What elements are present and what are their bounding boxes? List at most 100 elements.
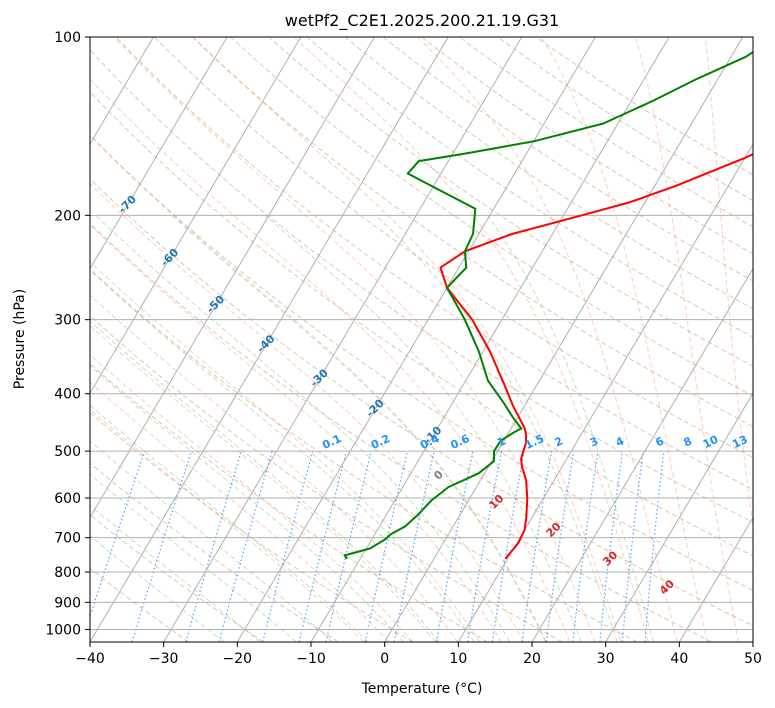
dry-adiabat-line xyxy=(90,412,414,642)
x-tick-label: −40 xyxy=(75,651,105,667)
moist-adiabat-line xyxy=(90,473,297,642)
moist-adiabat-line xyxy=(375,214,618,642)
mixing-ratio-line xyxy=(364,450,409,642)
mixing-ratio-line xyxy=(521,450,553,642)
isotherm-line xyxy=(90,37,375,519)
mixing-ratio-line xyxy=(393,450,435,642)
moist-adiabat-line xyxy=(171,214,546,642)
dry-adiabat-line xyxy=(306,37,753,338)
isotherm-line xyxy=(531,267,753,642)
moist-adiabat-line xyxy=(90,269,475,642)
y-tick-label: 500 xyxy=(54,444,81,460)
theta-e-line xyxy=(90,408,365,642)
dry-adiabat-line xyxy=(90,91,753,557)
moist-adiabat-line xyxy=(90,404,369,642)
y-tick-label: 400 xyxy=(54,387,81,403)
isotherm-line xyxy=(90,37,449,642)
y-tick-label: 600 xyxy=(54,491,81,507)
mixing-ratio-line xyxy=(572,451,599,642)
isotherm-line xyxy=(163,37,523,642)
mixing-ratio-line xyxy=(325,450,372,642)
theta-e-line xyxy=(704,37,753,530)
theta-e-line xyxy=(540,37,708,642)
y-tick-label: 1000 xyxy=(45,622,81,638)
y-tick-label: 200 xyxy=(54,208,81,224)
theta-e-line xyxy=(293,37,649,642)
isotherm-line xyxy=(90,37,302,395)
x-axis: −40 −30 −20 −10 0 10 20 30 40 50 xyxy=(75,642,762,667)
x-tick-label: −20 xyxy=(223,651,253,667)
dry-adiabat-line xyxy=(90,178,753,627)
theta-e-line xyxy=(192,37,622,642)
moist-adiabat-line xyxy=(90,535,225,642)
x-tick-label: 30 xyxy=(597,651,615,667)
isotherm-line xyxy=(605,392,753,642)
y-tick-label: 800 xyxy=(54,565,81,581)
y-tick-label: 900 xyxy=(54,595,81,611)
theta-e-line xyxy=(90,324,436,642)
x-axis-title: Temperature (°C) xyxy=(361,681,483,697)
mixing-ratio-label: 13 xyxy=(730,433,749,451)
dry-adiabat-line xyxy=(90,49,753,523)
temperature-profile-line xyxy=(439,153,753,560)
plot-frame xyxy=(89,36,754,643)
dry-adiabat-line xyxy=(90,462,339,642)
theta-e-line xyxy=(90,381,390,642)
theta-e-line xyxy=(90,294,459,642)
dry-adiabat-line xyxy=(230,37,753,397)
isotherm-line xyxy=(384,37,744,642)
dry-adiabat-line xyxy=(268,37,753,367)
dewpoint-profile-line xyxy=(343,50,753,560)
mixing-ratio-line xyxy=(491,450,525,642)
y-tick-label: 300 xyxy=(54,313,81,329)
y-axis: 100 200 300 400 500 600 700 800 900 1000 xyxy=(45,30,90,638)
theta-e-line xyxy=(90,182,524,642)
theta-e-line xyxy=(90,134,547,642)
mixing-ratio-line xyxy=(435,450,474,642)
mixing-ratio-label: 10 xyxy=(701,433,721,451)
mixing-ratio-line xyxy=(599,451,624,642)
mixing-ratio-line xyxy=(90,450,146,619)
moist-adiabat-line xyxy=(487,215,654,642)
x-tick-label: 50 xyxy=(744,651,762,667)
dry-adiabat-line xyxy=(421,37,753,255)
theta-e-line xyxy=(90,78,571,642)
x-tick-label: 10 xyxy=(449,651,467,667)
dry-adiabat-line xyxy=(90,315,563,642)
theta-e-line xyxy=(635,37,739,642)
moist-adiabat-line xyxy=(90,364,404,642)
x-tick-label: 40 xyxy=(670,651,688,667)
mixing-ratio-line xyxy=(185,450,242,642)
theta-e-line xyxy=(90,224,502,642)
y-tick-label: 100 xyxy=(54,30,81,46)
isotherm-line xyxy=(678,516,753,642)
mixing-ratio-line xyxy=(131,450,192,642)
x-tick-label: 0 xyxy=(380,651,389,667)
isotherm-line xyxy=(457,143,753,642)
dry-adiabat-line xyxy=(90,363,488,642)
dry-adiabat-line xyxy=(497,37,753,202)
theta-e-line xyxy=(417,37,678,642)
dry-adiabat-line xyxy=(382,37,753,282)
dry-adiabat-line xyxy=(154,37,753,459)
plot-area xyxy=(90,37,753,642)
mixing-ratio-line xyxy=(298,450,348,642)
dry-adiabat-line xyxy=(192,37,753,428)
moist-adiabat-line xyxy=(95,214,511,642)
dry-adiabat-line xyxy=(90,134,753,591)
dry-adiabat-line xyxy=(535,37,753,176)
y-tick-label: 700 xyxy=(54,531,81,547)
theta-e-line xyxy=(113,37,596,642)
y-axis-title: Pressure (hPa) xyxy=(12,289,28,389)
isotherm-line xyxy=(90,37,228,270)
isotherm-line xyxy=(90,37,154,146)
isotherm-line xyxy=(236,37,596,642)
chart-title: wetPf2_C2E1.2025.200.21.19.G31 xyxy=(285,11,559,31)
isotherm-line xyxy=(310,37,670,642)
mixing-ratio-line xyxy=(262,450,314,642)
mixing-ratio-line xyxy=(466,450,503,642)
x-tick-label: −10 xyxy=(296,651,326,667)
x-tick-label: −30 xyxy=(149,651,179,667)
